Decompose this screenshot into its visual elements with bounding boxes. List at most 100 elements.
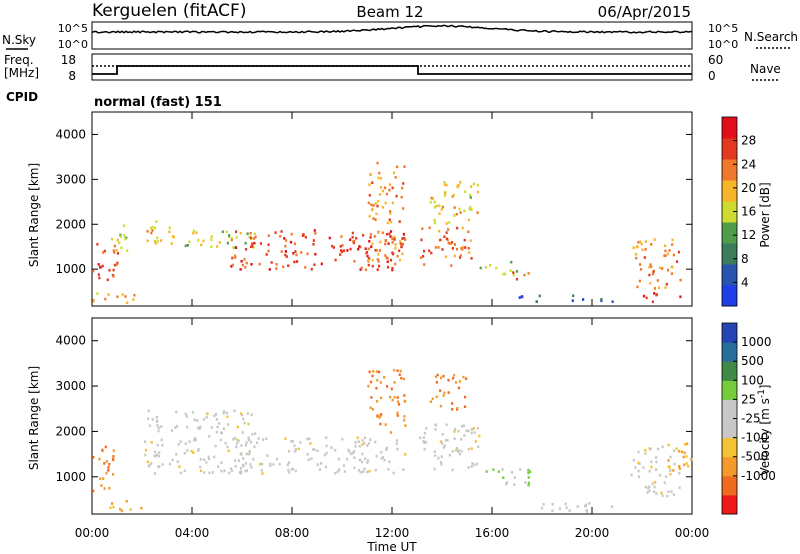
- power-y-axis-label: Slant Range [km]: [27, 163, 41, 267]
- scatter-cell: [116, 261, 119, 265]
- scatter-cell: [645, 296, 648, 300]
- scatter-cell: [681, 450, 684, 454]
- scatter-cell: [231, 256, 234, 260]
- scatter-cell: [600, 298, 603, 301]
- scatter-cell: [358, 245, 361, 248]
- scatter-cell: [649, 281, 652, 285]
- noise-left-tick-bottom: 10^0: [58, 38, 88, 51]
- scatter-cell: [185, 415, 188, 418]
- scatter-cell: [316, 449, 319, 453]
- scatter-cell: [683, 451, 686, 455]
- scatter-cell: [179, 471, 182, 475]
- scatter-cell: [441, 442, 444, 445]
- scatter-cell: [294, 450, 297, 453]
- scatter-cell: [168, 462, 171, 466]
- scatter-cell: [470, 447, 473, 450]
- scatter-cell: [302, 233, 305, 236]
- scatter-cell: [400, 245, 403, 249]
- scatter-cell: [292, 467, 295, 471]
- scatter-cell: [244, 462, 247, 465]
- scatter-cell: [423, 249, 426, 253]
- scatter-cell: [383, 458, 386, 462]
- scatter-cell: [468, 251, 471, 254]
- scatter-cell: [357, 247, 360, 251]
- scatter-cell: [376, 204, 379, 208]
- scatter-cell: [387, 468, 390, 471]
- scatter-cell: [367, 442, 370, 445]
- scatter-cell: [374, 202, 377, 205]
- scatter-cell: [318, 468, 321, 471]
- scatter-cell: [455, 247, 459, 251]
- scatter-cell: [194, 438, 197, 442]
- scatter-cell: [432, 197, 435, 200]
- scatter-cell: [179, 440, 182, 443]
- scatter-cell: [107, 466, 110, 469]
- scatter-cell: [294, 448, 297, 451]
- colorbar-swatch: [722, 222, 737, 244]
- scatter-cell: [259, 242, 262, 245]
- scatter-cell: [352, 241, 355, 245]
- scatter-cell: [437, 456, 440, 460]
- scatter-cell: [396, 254, 399, 258]
- scatter-cell: [435, 381, 438, 384]
- scatter-cell: [199, 469, 203, 473]
- scatter-cell: [538, 294, 541, 298]
- colorbar-swatch: [722, 180, 737, 202]
- scatter-cell: [310, 457, 313, 460]
- scatter-cell: [458, 380, 461, 383]
- x-tick-label: 00:00: [75, 526, 110, 540]
- scatter-cell: [368, 257, 371, 260]
- scatter-cell: [200, 243, 203, 247]
- scatter-cell: [155, 453, 158, 457]
- scatter-cell: [464, 395, 467, 399]
- scatter-cell: [456, 184, 459, 188]
- scatter-cell: [472, 182, 475, 186]
- scatter-cell: [376, 379, 379, 382]
- scatter-cell: [219, 438, 222, 442]
- scatter-cell: [398, 258, 402, 262]
- scatter-cell: [564, 502, 567, 506]
- scatter-cell: [243, 258, 246, 261]
- scatter-cell: [635, 245, 638, 249]
- scatter-cell: [347, 448, 350, 452]
- scatter-cell: [371, 264, 374, 268]
- scatter-cell: [389, 258, 393, 262]
- scatter-cell: [376, 258, 379, 261]
- scatter-cell: [115, 248, 118, 252]
- scatter-cell: [651, 272, 655, 276]
- scatter-cell: [371, 181, 374, 184]
- scatter-cell: [665, 282, 668, 286]
- scatter-cell: [644, 240, 648, 243]
- scatter-cell: [678, 449, 681, 453]
- scatter-cell: [242, 417, 245, 421]
- scatter-cell: [227, 449, 230, 453]
- scatter-cell: [400, 376, 403, 380]
- scatter-cell: [183, 452, 186, 455]
- scatter-cell: [378, 370, 381, 374]
- scatter-cell: [214, 413, 218, 416]
- scatter-cell: [146, 460, 149, 464]
- scatter-cell: [375, 212, 378, 216]
- scatter-cell: [388, 183, 392, 186]
- scatter-cell: [111, 458, 115, 461]
- scatter-cell: [638, 279, 641, 283]
- scatter-cell: [445, 231, 448, 234]
- scatter-cell: [190, 449, 193, 453]
- scatter-cell: [199, 425, 202, 429]
- scatter-cell: [349, 238, 352, 241]
- scatter-cell: [445, 237, 448, 241]
- scatter-cell: [644, 448, 647, 452]
- scatter-cell: [287, 468, 290, 472]
- y-tick-label: 3000: [55, 379, 86, 393]
- scatter-cell: [394, 176, 397, 179]
- scatter-cell: [513, 483, 516, 486]
- scatter-cell: [404, 453, 407, 456]
- scatter-cell: [650, 265, 653, 268]
- scatter-cell: [314, 232, 317, 235]
- colorbar-swatch: [722, 494, 737, 515]
- scatter-cell: [669, 455, 672, 459]
- scatter-cell: [690, 458, 693, 461]
- scatter-cell: [386, 221, 389, 225]
- colorbar-swatch: [722, 361, 737, 381]
- scatter-cell: [571, 299, 574, 302]
